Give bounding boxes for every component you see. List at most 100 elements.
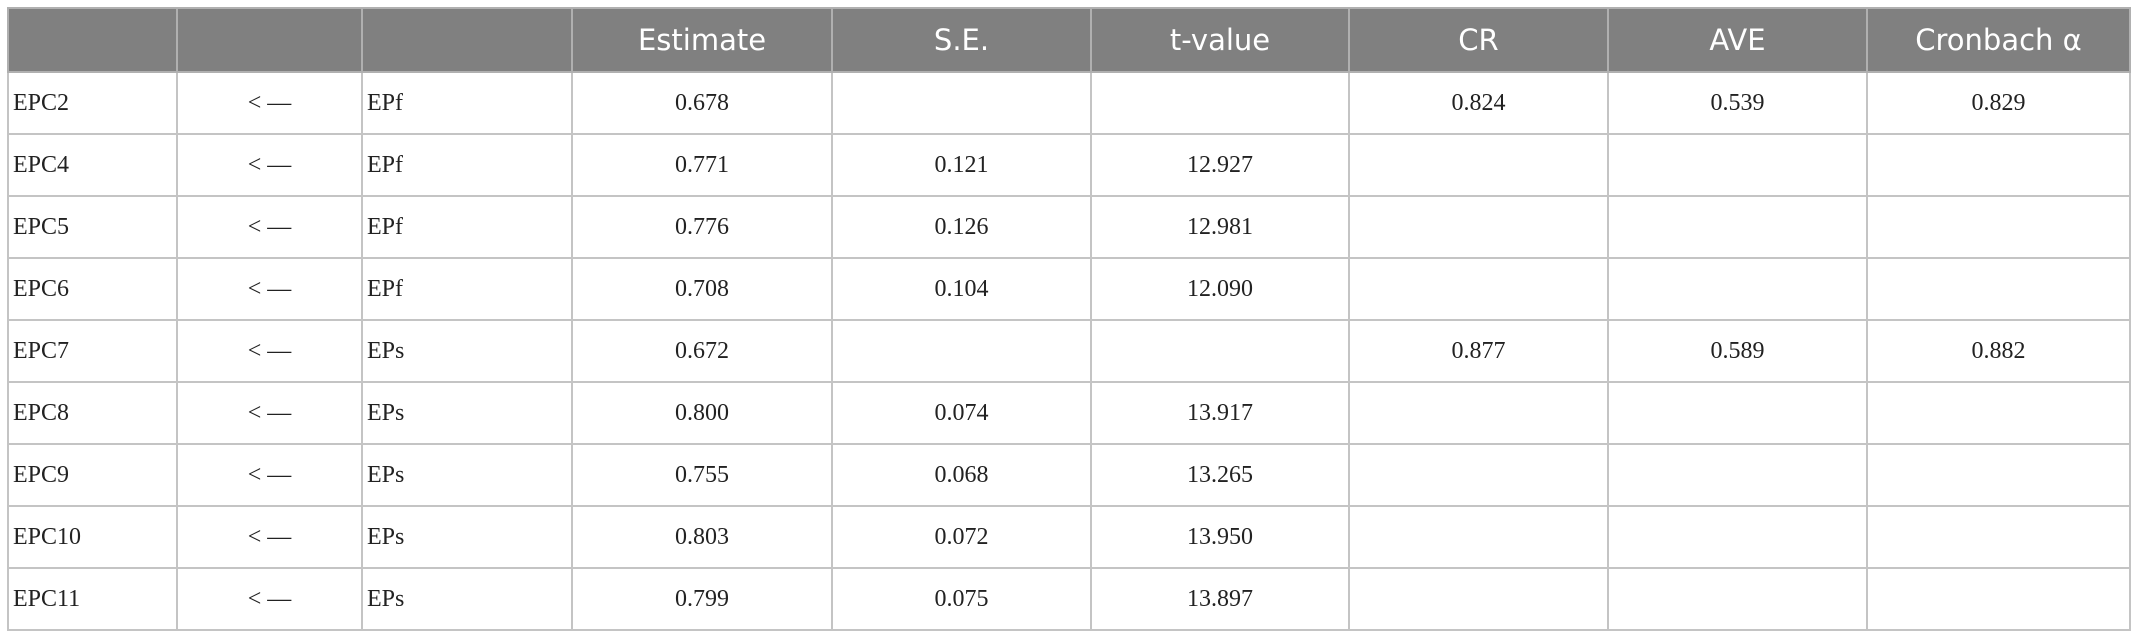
table-cell: 0.755	[571, 443, 833, 507]
table-cell: EPC9	[7, 443, 178, 507]
table-cell: 0.539	[1607, 71, 1868, 135]
table-cell: 0.799	[571, 567, 833, 631]
table-cell: 0.126	[831, 195, 1092, 259]
table-cell: 0.824	[1348, 71, 1609, 135]
table-row: EPC6 < — EPf 0.708 0.104 12.090	[7, 257, 2131, 321]
table-cell	[1348, 567, 1609, 631]
table-cell: < —	[176, 443, 363, 507]
table-cell: 0.771	[571, 133, 833, 197]
table-cell: 0.075	[831, 567, 1092, 631]
table-cell: 0.800	[571, 381, 833, 445]
table-cell: 12.981	[1090, 195, 1350, 259]
table-cell	[1607, 443, 1868, 507]
table-cell: 0.072	[831, 505, 1092, 569]
table-cell: EPf	[361, 195, 573, 259]
table-cell: EPs	[361, 319, 573, 383]
table-row: EPC5 < — EPf 0.776 0.126 12.981	[7, 195, 2131, 259]
table-cell	[1866, 195, 2131, 259]
table-cell	[1607, 505, 1868, 569]
table-cell: 0.877	[1348, 319, 1609, 383]
table-row: EPC4 < — EPf 0.771 0.121 12.927	[7, 133, 2131, 197]
table-cell: 0.074	[831, 381, 1092, 445]
table-cell	[831, 71, 1092, 135]
table-cell: 0.589	[1607, 319, 1868, 383]
table-cell: 12.090	[1090, 257, 1350, 321]
header-cell: S.E.	[831, 7, 1092, 73]
table-cell	[1866, 505, 2131, 569]
table-cell: EPf	[361, 133, 573, 197]
table-cell	[1348, 195, 1609, 259]
table-cell: EPC6	[7, 257, 178, 321]
table-cell: < —	[176, 257, 363, 321]
header-row: Estimate S.E. t-value CR AVE Cronbach α	[7, 7, 2131, 73]
table-cell: 0.068	[831, 443, 1092, 507]
table-cell: 0.829	[1866, 71, 2131, 135]
table-cell: 0.121	[831, 133, 1092, 197]
header-cell	[7, 7, 178, 73]
table-cell: EPf	[361, 71, 573, 135]
table-cell: EPC2	[7, 71, 178, 135]
table-cell: EPs	[361, 381, 573, 445]
results-table: Estimate S.E. t-value CR AVE Cronbach α EPC2 <…	[7, 7, 2131, 631]
table-cell	[1866, 133, 2131, 197]
header-cell: Cronbach α	[1866, 7, 2131, 73]
table-cell: EPC11	[7, 567, 178, 631]
table-cell	[1866, 381, 2131, 445]
table-cell	[1090, 71, 1350, 135]
table-cell: 13.950	[1090, 505, 1350, 569]
table-cell: EPf	[361, 257, 573, 321]
table-cell	[831, 319, 1092, 383]
table-cell	[1607, 195, 1868, 259]
header-cell	[176, 7, 363, 73]
table-row: EPC10 < — EPs 0.803 0.072 13.950	[7, 505, 2131, 569]
table-cell: 0.882	[1866, 319, 2131, 383]
table-cell	[1348, 443, 1609, 507]
table-cell: EPs	[361, 505, 573, 569]
table-cell: 12.927	[1090, 133, 1350, 197]
table-cell	[1866, 443, 2131, 507]
table-cell: 0.678	[571, 71, 833, 135]
table-cell: < —	[176, 381, 363, 445]
table-cell: EPs	[361, 443, 573, 507]
table-row: EPC9 < — EPs 0.755 0.068 13.265	[7, 443, 2131, 507]
table-cell	[1607, 567, 1868, 631]
table-cell: 13.265	[1090, 443, 1350, 507]
table-cell	[1090, 319, 1350, 383]
table-cell: EPC8	[7, 381, 178, 445]
table-cell: < —	[176, 319, 363, 383]
header-cell: CR	[1348, 7, 1609, 73]
header-cell: t-value	[1090, 7, 1350, 73]
table-cell: EPC7	[7, 319, 178, 383]
table-cell	[1607, 257, 1868, 321]
table-cell: < —	[176, 133, 363, 197]
table-body: EPC2 < — EPf 0.678 0.824 0.539 0.829 EPC4 < — EPf…	[7, 71, 2131, 631]
table-cell	[1866, 567, 2131, 631]
table-cell: 0.803	[571, 505, 833, 569]
table-cell	[1866, 257, 2131, 321]
table-cell	[1607, 381, 1868, 445]
table-cell: 13.917	[1090, 381, 1350, 445]
table-cell: 0.672	[571, 319, 833, 383]
table-cell: 0.104	[831, 257, 1092, 321]
table-cell: EPC5	[7, 195, 178, 259]
table-row: EPC2 < — EPf 0.678 0.824 0.539 0.829	[7, 71, 2131, 135]
table-cell: EPs	[361, 567, 573, 631]
table-cell: < —	[176, 195, 363, 259]
header-cell: AVE	[1607, 7, 1868, 73]
table-row: EPC7 < — EPs 0.672 0.877 0.589 0.882	[7, 319, 2131, 383]
table-cell	[1348, 257, 1609, 321]
table-cell: 0.708	[571, 257, 833, 321]
table-cell	[1348, 505, 1609, 569]
header-cell	[361, 7, 573, 73]
table-row: EPC11 < — EPs 0.799 0.075 13.897	[7, 567, 2131, 631]
header-cell: Estimate	[571, 7, 833, 73]
table-cell: EPC10	[7, 505, 178, 569]
table-cell	[1607, 133, 1868, 197]
table-cell: < —	[176, 567, 363, 631]
table-wrap: Estimate S.E. t-value CR AVE Cronbach α EPC2 <…	[7, 7, 2131, 631]
table-cell: < —	[176, 505, 363, 569]
table-cell: 13.897	[1090, 567, 1350, 631]
table-row: EPC8 < — EPs 0.800 0.074 13.917	[7, 381, 2131, 445]
table-cell	[1348, 133, 1609, 197]
